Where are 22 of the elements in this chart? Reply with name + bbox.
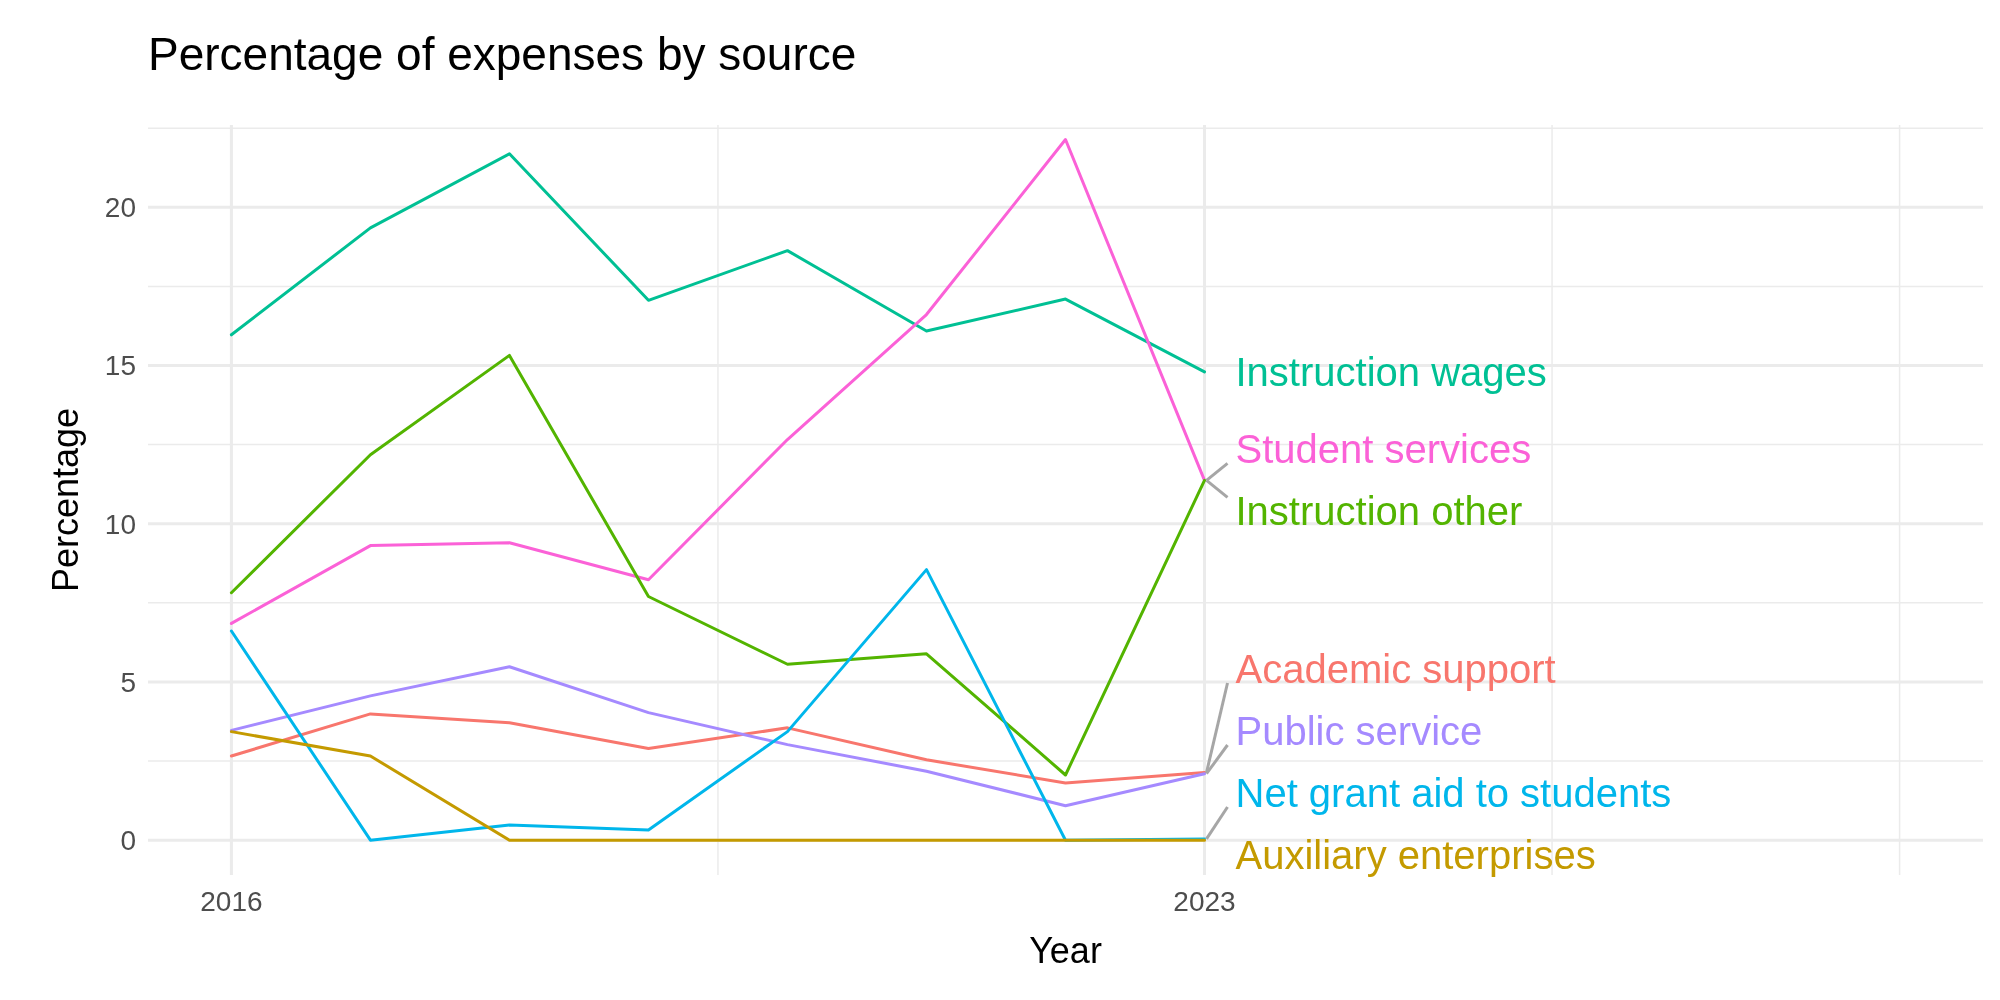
line-series [229, 152, 1207, 374]
x-axis-title: Year [1029, 930, 1102, 971]
y-tick-label: 20 [104, 192, 136, 224]
series-label: Net grant aid to students [1235, 771, 1672, 815]
series-label: Public service [1235, 709, 1483, 753]
line-series [229, 665, 1207, 808]
y-axis-title: Percentage [45, 407, 86, 593]
y-tick-label: 0 [120, 824, 136, 856]
line-series [229, 353, 1207, 777]
chart-title: Percentage of expenses by source [148, 28, 857, 80]
series-label: Instruction other [1235, 489, 1523, 534]
text: Academic support [1235, 647, 1556, 691]
line-series [229, 138, 1207, 625]
y-tick-label: 5 [120, 666, 136, 698]
series-label: Instruction wages [1235, 349, 1547, 394]
x-tick-label: 2016 [200, 886, 263, 917]
x-tick-label: 2023 [1173, 886, 1236, 917]
series-label: Student services [1235, 427, 1532, 472]
series-label: Auxiliary enterprises [1235, 833, 1596, 877]
y-tick-label: 15 [104, 350, 136, 382]
line-series [229, 712, 1207, 785]
y-tick-label: 10 [104, 508, 136, 540]
